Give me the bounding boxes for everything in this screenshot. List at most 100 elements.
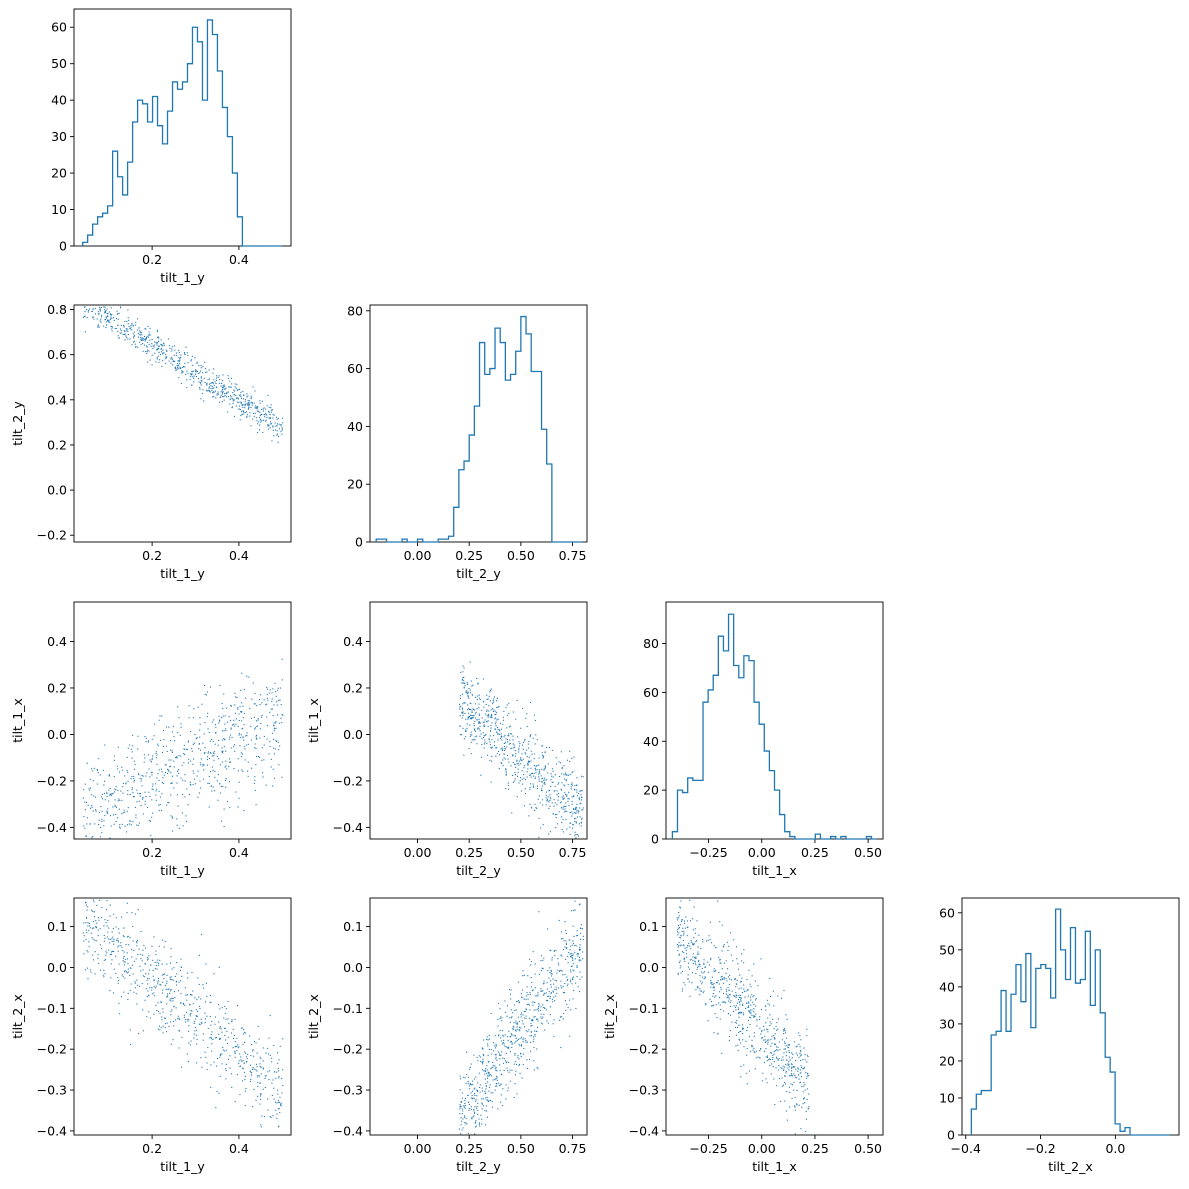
scatter-point	[462, 682, 464, 684]
scatter-point	[562, 974, 564, 976]
scatter-point	[473, 715, 475, 717]
scatter-point	[552, 990, 554, 992]
scatter-point	[552, 1001, 554, 1003]
scatter-point	[279, 745, 281, 747]
scatter-point	[569, 750, 571, 752]
scatter-point	[271, 708, 273, 710]
scatter-point	[260, 723, 262, 725]
scatter-point	[243, 398, 245, 400]
scatter-point	[477, 1060, 479, 1062]
scatter-point	[491, 1075, 493, 1077]
scatter-point	[500, 735, 502, 737]
scatter-point	[554, 988, 556, 990]
scatter-point	[538, 1010, 540, 1012]
scatter-point	[579, 790, 581, 792]
x-tick-label: 0.25	[455, 1141, 483, 1156]
scatter-point	[566, 1003, 568, 1005]
scatter-point	[507, 782, 509, 784]
scatter-point	[178, 1047, 180, 1049]
scatter-point	[551, 768, 553, 770]
scatter-point	[162, 352, 164, 354]
scatter-point	[770, 1052, 772, 1054]
scatter-point	[262, 776, 264, 778]
scatter-point	[236, 1050, 238, 1052]
scatter-point	[738, 1013, 740, 1015]
scatter-point	[219, 792, 221, 794]
scatter-point	[752, 1001, 754, 1003]
scatter-point	[756, 1025, 758, 1027]
scatter-point	[142, 350, 144, 352]
scatter-point	[225, 1068, 227, 1070]
scatter-point	[727, 994, 729, 996]
scatter-point	[486, 1099, 488, 1101]
scatter-point	[206, 691, 208, 693]
scatter-point	[115, 821, 117, 823]
scatter-point	[722, 978, 724, 980]
scatter-point	[134, 806, 136, 808]
scatter-point	[220, 385, 222, 387]
scatter-point	[211, 739, 213, 741]
scatter-point	[168, 802, 170, 804]
scatter-point	[164, 1017, 166, 1019]
scatter-point	[516, 796, 518, 798]
scatter-point	[270, 404, 272, 406]
scatter-point	[540, 960, 542, 962]
scatter-point	[177, 364, 179, 366]
scatter-point	[278, 1125, 280, 1127]
scatter-point	[491, 746, 493, 748]
scatter-point	[772, 1057, 774, 1059]
scatter-point	[96, 769, 98, 771]
y-tick-label: 0.0	[639, 960, 659, 975]
scatter-point	[184, 780, 186, 782]
scatter-point	[158, 945, 160, 947]
scatter-point	[471, 710, 473, 712]
scatter-point	[491, 747, 493, 749]
scatter-point	[180, 1002, 182, 1004]
scatter-point	[245, 1088, 247, 1090]
scatter-point	[199, 749, 201, 751]
scatter-point	[206, 995, 208, 997]
scatter-point	[482, 721, 484, 723]
scatter-point	[123, 809, 125, 811]
scatter-point	[495, 1043, 497, 1045]
scatter-point	[230, 727, 232, 729]
scatter-point	[534, 1035, 536, 1037]
scatter-point	[504, 1045, 506, 1047]
scatter-point	[226, 1042, 228, 1044]
y-tick-label: 60	[643, 685, 659, 700]
scatter-point	[261, 408, 263, 410]
scatter-point	[196, 737, 198, 739]
scatter-point	[698, 953, 700, 955]
scatter-point	[104, 319, 106, 321]
scatter-point	[543, 980, 545, 982]
scatter-point	[139, 965, 141, 967]
scatter-point	[767, 1043, 769, 1045]
scatter-point	[132, 791, 134, 793]
scatter-point	[490, 781, 492, 783]
scatter-point	[774, 1033, 776, 1035]
scatter-point	[92, 316, 94, 318]
scatter-point	[180, 980, 182, 982]
scatter-point	[751, 1045, 753, 1047]
scatter-point	[236, 1045, 238, 1047]
y-tick-label: −0.2	[37, 773, 67, 788]
scatter-point	[765, 1048, 767, 1050]
scatter-point	[543, 957, 545, 959]
scatter-point	[170, 765, 172, 767]
scatter-point	[221, 820, 223, 822]
scatter-point	[217, 799, 219, 801]
scatter-point	[516, 759, 518, 761]
scatter-point	[806, 1035, 808, 1037]
scatter-point	[110, 317, 112, 319]
scatter-point	[131, 344, 133, 346]
scatter-point	[538, 817, 540, 819]
scatter-point	[157, 977, 159, 979]
scatter-point	[235, 405, 237, 407]
scatter-point	[502, 1105, 504, 1107]
scatter-point	[534, 778, 536, 780]
scatter-point	[701, 971, 703, 973]
scatter-point	[564, 983, 566, 985]
scatter-point	[114, 806, 116, 808]
scatter-point	[471, 1090, 473, 1092]
scatter-point	[133, 781, 135, 783]
